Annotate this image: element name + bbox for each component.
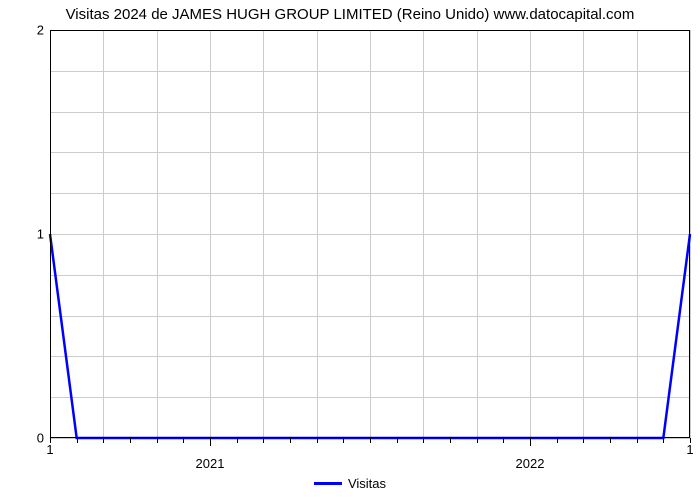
x-tick-minor	[503, 438, 504, 443]
y-tick-label: 2	[37, 23, 50, 38]
x-tick-minor	[477, 438, 478, 443]
x-tick-minor	[157, 438, 158, 443]
chart-title: Visitas 2024 de JAMES HUGH GROUP LIMITED…	[0, 6, 700, 23]
x-tick-minor	[263, 438, 264, 443]
y-tick-label: 1	[37, 227, 50, 242]
x-tick-minor	[423, 438, 424, 443]
x-tick-minor	[103, 438, 104, 443]
x-tick-minor	[370, 438, 371, 443]
x-tick-minor	[450, 438, 451, 443]
x-tick-minor	[77, 438, 78, 443]
plot-area: 0122021202211202	[50, 30, 690, 438]
legend-swatch	[314, 482, 342, 485]
data-series-line	[50, 30, 690, 438]
x-tick-minor	[290, 438, 291, 443]
legend: Visitas	[314, 476, 386, 491]
x-secondary-label: 1	[46, 438, 53, 457]
legend-label: Visitas	[348, 476, 386, 491]
x-tick-label: 2021	[196, 438, 225, 471]
x-tick-minor	[343, 438, 344, 443]
chart-container: Visitas 2024 de JAMES HUGH GROUP LIMITED…	[0, 0, 700, 500]
series-line	[50, 234, 690, 438]
x-tick-minor	[663, 438, 664, 443]
x-tick-minor	[610, 438, 611, 443]
x-tick-minor	[183, 438, 184, 443]
x-tick-minor	[237, 438, 238, 443]
x-tick-minor	[637, 438, 638, 443]
x-secondary-label: 1	[686, 438, 693, 457]
x-tick-minor	[317, 438, 318, 443]
x-tick-minor	[583, 438, 584, 443]
x-tick-minor	[397, 438, 398, 443]
x-tick-minor	[557, 438, 558, 443]
grid-line-vertical	[690, 30, 691, 438]
x-tick-label: 2022	[516, 438, 545, 471]
x-tick-minor	[130, 438, 131, 443]
